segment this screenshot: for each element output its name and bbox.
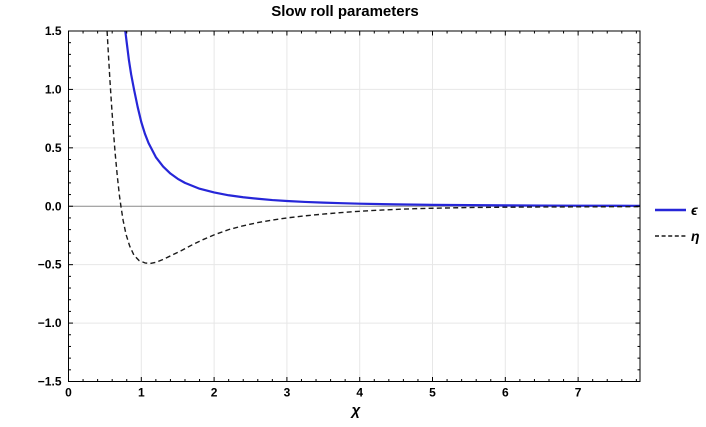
x-tick-label: 4 xyxy=(356,386,363,400)
x-tick-label: 0 xyxy=(65,386,72,400)
legend-label-epsilon: ϵ xyxy=(691,202,698,218)
y-tick-label: −0.5 xyxy=(38,258,62,272)
plot-title: Slow roll parameters xyxy=(271,3,419,20)
y-tick-label: −1.0 xyxy=(38,316,62,330)
x-tick-label: 7 xyxy=(575,386,582,400)
eta-curve xyxy=(106,31,640,265)
x-tick-label: 6 xyxy=(502,386,509,400)
epsilon-line-swatch xyxy=(655,208,686,212)
x-tick-label: 5 xyxy=(429,386,436,400)
x-axis-label: χ xyxy=(351,402,361,419)
y-tick-label: 0.0 xyxy=(45,199,62,213)
legend: ϵ η xyxy=(655,202,700,244)
y-tick-label: −1.5 xyxy=(38,375,62,389)
legend-item-epsilon: ϵ xyxy=(655,202,700,218)
epsilon-curve xyxy=(124,31,640,207)
y-tick-label: 1.5 xyxy=(45,24,62,38)
y-tick-label: 0.5 xyxy=(45,141,62,155)
y-tick-label: 1.0 xyxy=(45,82,62,96)
x-tick-label: 2 xyxy=(211,386,218,400)
legend-label-eta: η xyxy=(691,228,700,244)
x-tick-label: 1 xyxy=(138,386,145,400)
x-tick-label: 3 xyxy=(284,386,291,400)
eta-line-swatch xyxy=(655,235,686,237)
legend-item-eta: η xyxy=(655,228,700,244)
